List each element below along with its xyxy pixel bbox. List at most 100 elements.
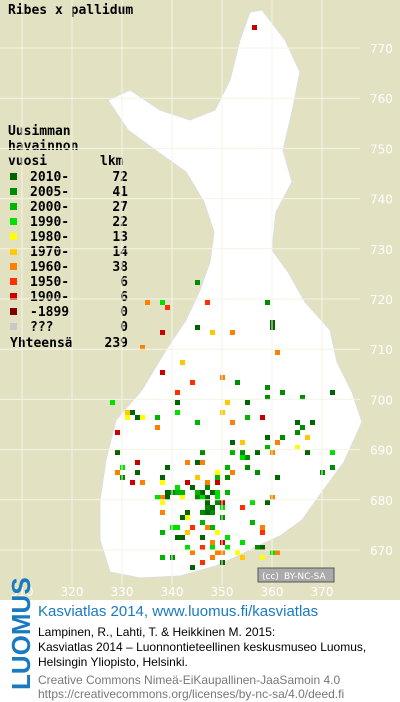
legend-swatch: [10, 188, 17, 195]
footer-link: Kasviatlas 2014, www.luomus.fi/kasviatla…: [38, 603, 318, 620]
observation-square: [115, 450, 120, 455]
observation-square: [195, 420, 200, 425]
observation-square: [155, 495, 160, 500]
x-grid-label: 320: [61, 585, 84, 599]
brand-logo: LUOMUS: [6, 577, 36, 690]
observation-square: [160, 480, 165, 485]
legend-swatch: [10, 293, 17, 300]
legend-count: 0: [120, 320, 128, 335]
citation-line: Kasviatlas 2014 – Luonnontieteellinen ke…: [38, 640, 366, 654]
total-label: Yhteensä: [10, 336, 73, 351]
observation-square: [175, 390, 180, 395]
y-grid-label: 670: [370, 544, 393, 558]
legend-swatch: [10, 263, 17, 270]
legend-swatch: [10, 203, 17, 210]
legend-count: 13: [112, 230, 128, 245]
observation-square: [205, 500, 210, 505]
observation-square: [205, 480, 210, 485]
legend-label: 2005-: [30, 185, 69, 200]
observation-square: [155, 425, 160, 430]
legend-swatch: [10, 233, 17, 240]
y-grid-label: 710: [370, 343, 393, 357]
observation-square: [225, 465, 230, 470]
observation-square: [265, 445, 270, 450]
legend-swatch: [10, 308, 17, 315]
legend-count: 38: [112, 260, 128, 275]
observation-square: [195, 325, 200, 330]
legend-count: 14: [112, 245, 128, 260]
observation-square: [115, 470, 120, 475]
observation-square: [210, 555, 215, 560]
observation-square: [190, 380, 195, 385]
observation-square: [200, 510, 205, 515]
observation-square: [260, 545, 265, 550]
y-grid-label: 720: [370, 293, 393, 307]
observation-square: [180, 515, 185, 520]
observation-square: [175, 485, 180, 490]
y-grid-label: 770: [370, 42, 393, 56]
observation-square: [225, 535, 230, 540]
observation-square: [230, 420, 235, 425]
citation-line: Helsingin Yliopisto, Helsinki.: [38, 655, 188, 669]
observation-square: [295, 420, 300, 425]
legend-label: -1899: [30, 305, 69, 320]
legend-label: 1980-: [30, 230, 69, 245]
observation-square: [195, 475, 200, 480]
x-grid-label: 350: [211, 585, 234, 599]
license-line: Creative Commons Nimeä-EiKaupallinen-Jaa…: [38, 673, 340, 687]
observation-square: [230, 450, 235, 455]
observation-square: [210, 505, 215, 510]
legend-swatch: [10, 278, 17, 285]
observation-square: [225, 475, 230, 480]
observation-square: [185, 510, 190, 515]
observation-square: [215, 550, 220, 555]
observation-square: [200, 535, 205, 540]
observation-square: [265, 385, 270, 390]
observation-square: [255, 470, 260, 475]
observation-square: [160, 475, 165, 480]
observation-square: [235, 550, 240, 555]
observation-square: [160, 495, 165, 500]
observation-square: [240, 540, 245, 545]
observation-square: [135, 470, 140, 475]
observation-square: [252, 25, 257, 30]
observation-square: [160, 500, 165, 505]
observation-square: [185, 480, 190, 485]
observation-square: [230, 440, 235, 445]
observation-square: [330, 390, 335, 395]
observation-square: [175, 410, 180, 415]
observation-square: [185, 545, 190, 550]
observation-square: [245, 465, 250, 470]
observation-square: [160, 510, 165, 515]
observation-square: [200, 495, 205, 500]
observation-square: [255, 450, 260, 455]
legend-swatch: [10, 173, 17, 180]
observation-square: [185, 460, 190, 465]
observation-square: [240, 455, 245, 460]
observation-square: [240, 450, 245, 455]
observation-square: [265, 435, 270, 440]
observation-square: [205, 510, 210, 515]
observation-square: [300, 425, 305, 430]
observation-square: [330, 450, 335, 455]
observation-square: [140, 345, 145, 350]
legend-label: 1990-: [30, 215, 69, 230]
observation-square: [265, 500, 270, 505]
observation-square: [205, 505, 210, 510]
observation-square: [260, 415, 265, 420]
observation-square: [235, 380, 240, 385]
observation-square: [155, 415, 160, 420]
x-grid-label: 310: [11, 585, 34, 599]
observation-square: [205, 300, 210, 305]
legend-count-heading: lkm: [100, 154, 124, 169]
observation-square: [195, 460, 200, 465]
observation-square: [250, 500, 255, 505]
observation-square: [265, 395, 270, 400]
observation-square: [185, 530, 190, 535]
observation-square: [215, 500, 220, 505]
observation-square: [135, 460, 140, 465]
observation-square: [135, 415, 140, 420]
observation-square: [165, 305, 170, 310]
legend-count: 6: [120, 290, 128, 305]
legend-count: 72: [112, 170, 128, 185]
